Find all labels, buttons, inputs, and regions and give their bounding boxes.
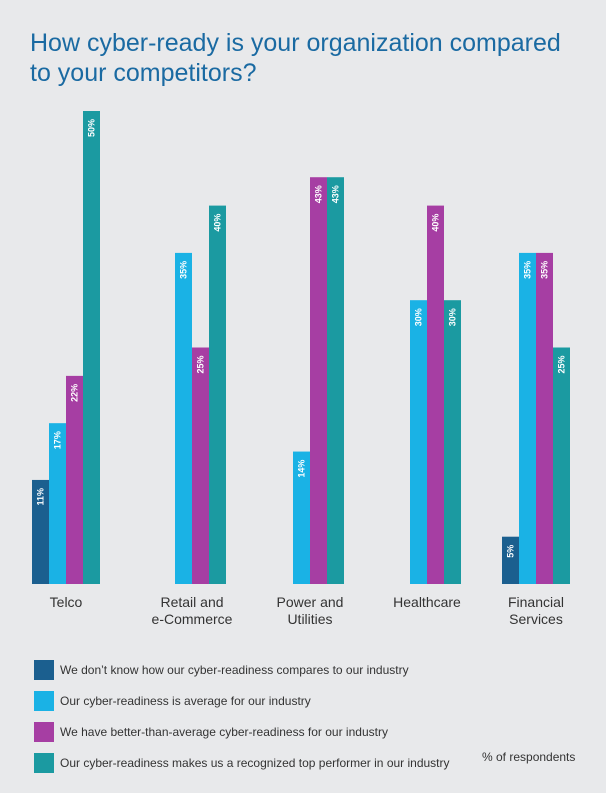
category-label: Telco [50, 594, 83, 610]
bar-value-label: 22% [70, 384, 80, 402]
bar [502, 536, 519, 584]
category-label: Power and Utilities [277, 594, 344, 627]
bar [410, 300, 427, 584]
bar [175, 252, 192, 584]
legend-swatch [34, 752, 54, 773]
unit-label: % of respondents [482, 750, 576, 764]
legend-swatch [34, 721, 54, 742]
bar [66, 375, 83, 584]
legend: We don’t know how our cyber-readiness co… [34, 654, 574, 778]
bar [327, 177, 344, 584]
bar-value-label: 40% [431, 214, 441, 232]
legend-item: Our cyber-readiness is average for our i… [34, 685, 574, 716]
bar-value-label: 35% [179, 261, 189, 279]
bar [536, 252, 553, 584]
bar [83, 111, 100, 584]
bar-value-label: 25% [196, 356, 206, 374]
bar-value-label: 40% [213, 214, 223, 232]
category-label: Financial Services [508, 594, 564, 627]
legend-swatch [34, 690, 54, 711]
legend-label: We have better-than-average cyber-readin… [60, 724, 388, 739]
legend-label: Our cyber-readiness is average for our i… [60, 693, 311, 708]
bar [209, 205, 226, 584]
bar-value-label: 5% [506, 545, 516, 558]
bar-value-label: 25% [557, 356, 567, 374]
chart-title: How cyber-ready is your organization com… [30, 29, 561, 87]
bar [32, 479, 49, 584]
bar [444, 300, 461, 584]
bar-value-label: 30% [448, 308, 458, 326]
bar [293, 451, 310, 584]
bar-value-label: 43% [331, 185, 341, 203]
bar-value-label: 14% [297, 460, 307, 478]
bar-value-label: 50% [87, 119, 97, 137]
bar-value-label: 35% [523, 261, 533, 279]
legend-label: We don’t know how our cyber-readiness co… [60, 662, 409, 677]
legend-label: Our cyber-readiness makes us a recognize… [60, 755, 450, 770]
bar [49, 423, 66, 584]
bar-value-label: 17% [53, 431, 63, 449]
bar-value-label: 43% [314, 185, 324, 203]
legend-item: We have better-than-average cyber-readin… [34, 716, 574, 747]
category-label: Retail and e-Commerce [152, 594, 233, 627]
legend-swatch [34, 659, 54, 680]
bar [427, 205, 444, 584]
bar-value-label: 11% [36, 488, 46, 506]
legend-item: Our cyber-readiness makes us a recognize… [34, 747, 574, 778]
bar [192, 347, 209, 584]
bar [310, 177, 327, 584]
bar-value-label: 30% [414, 308, 424, 326]
category-label: Healthcare [393, 594, 461, 610]
bar [519, 252, 536, 584]
bar-chart: 11% 17% 22% 50% Telco 35% 25% 40% Retail and e-Co… [32, 111, 570, 627]
bar-value-label: 35% [540, 261, 550, 279]
bar [553, 347, 570, 584]
legend-item: We don’t know how our cyber-readiness co… [34, 654, 574, 685]
